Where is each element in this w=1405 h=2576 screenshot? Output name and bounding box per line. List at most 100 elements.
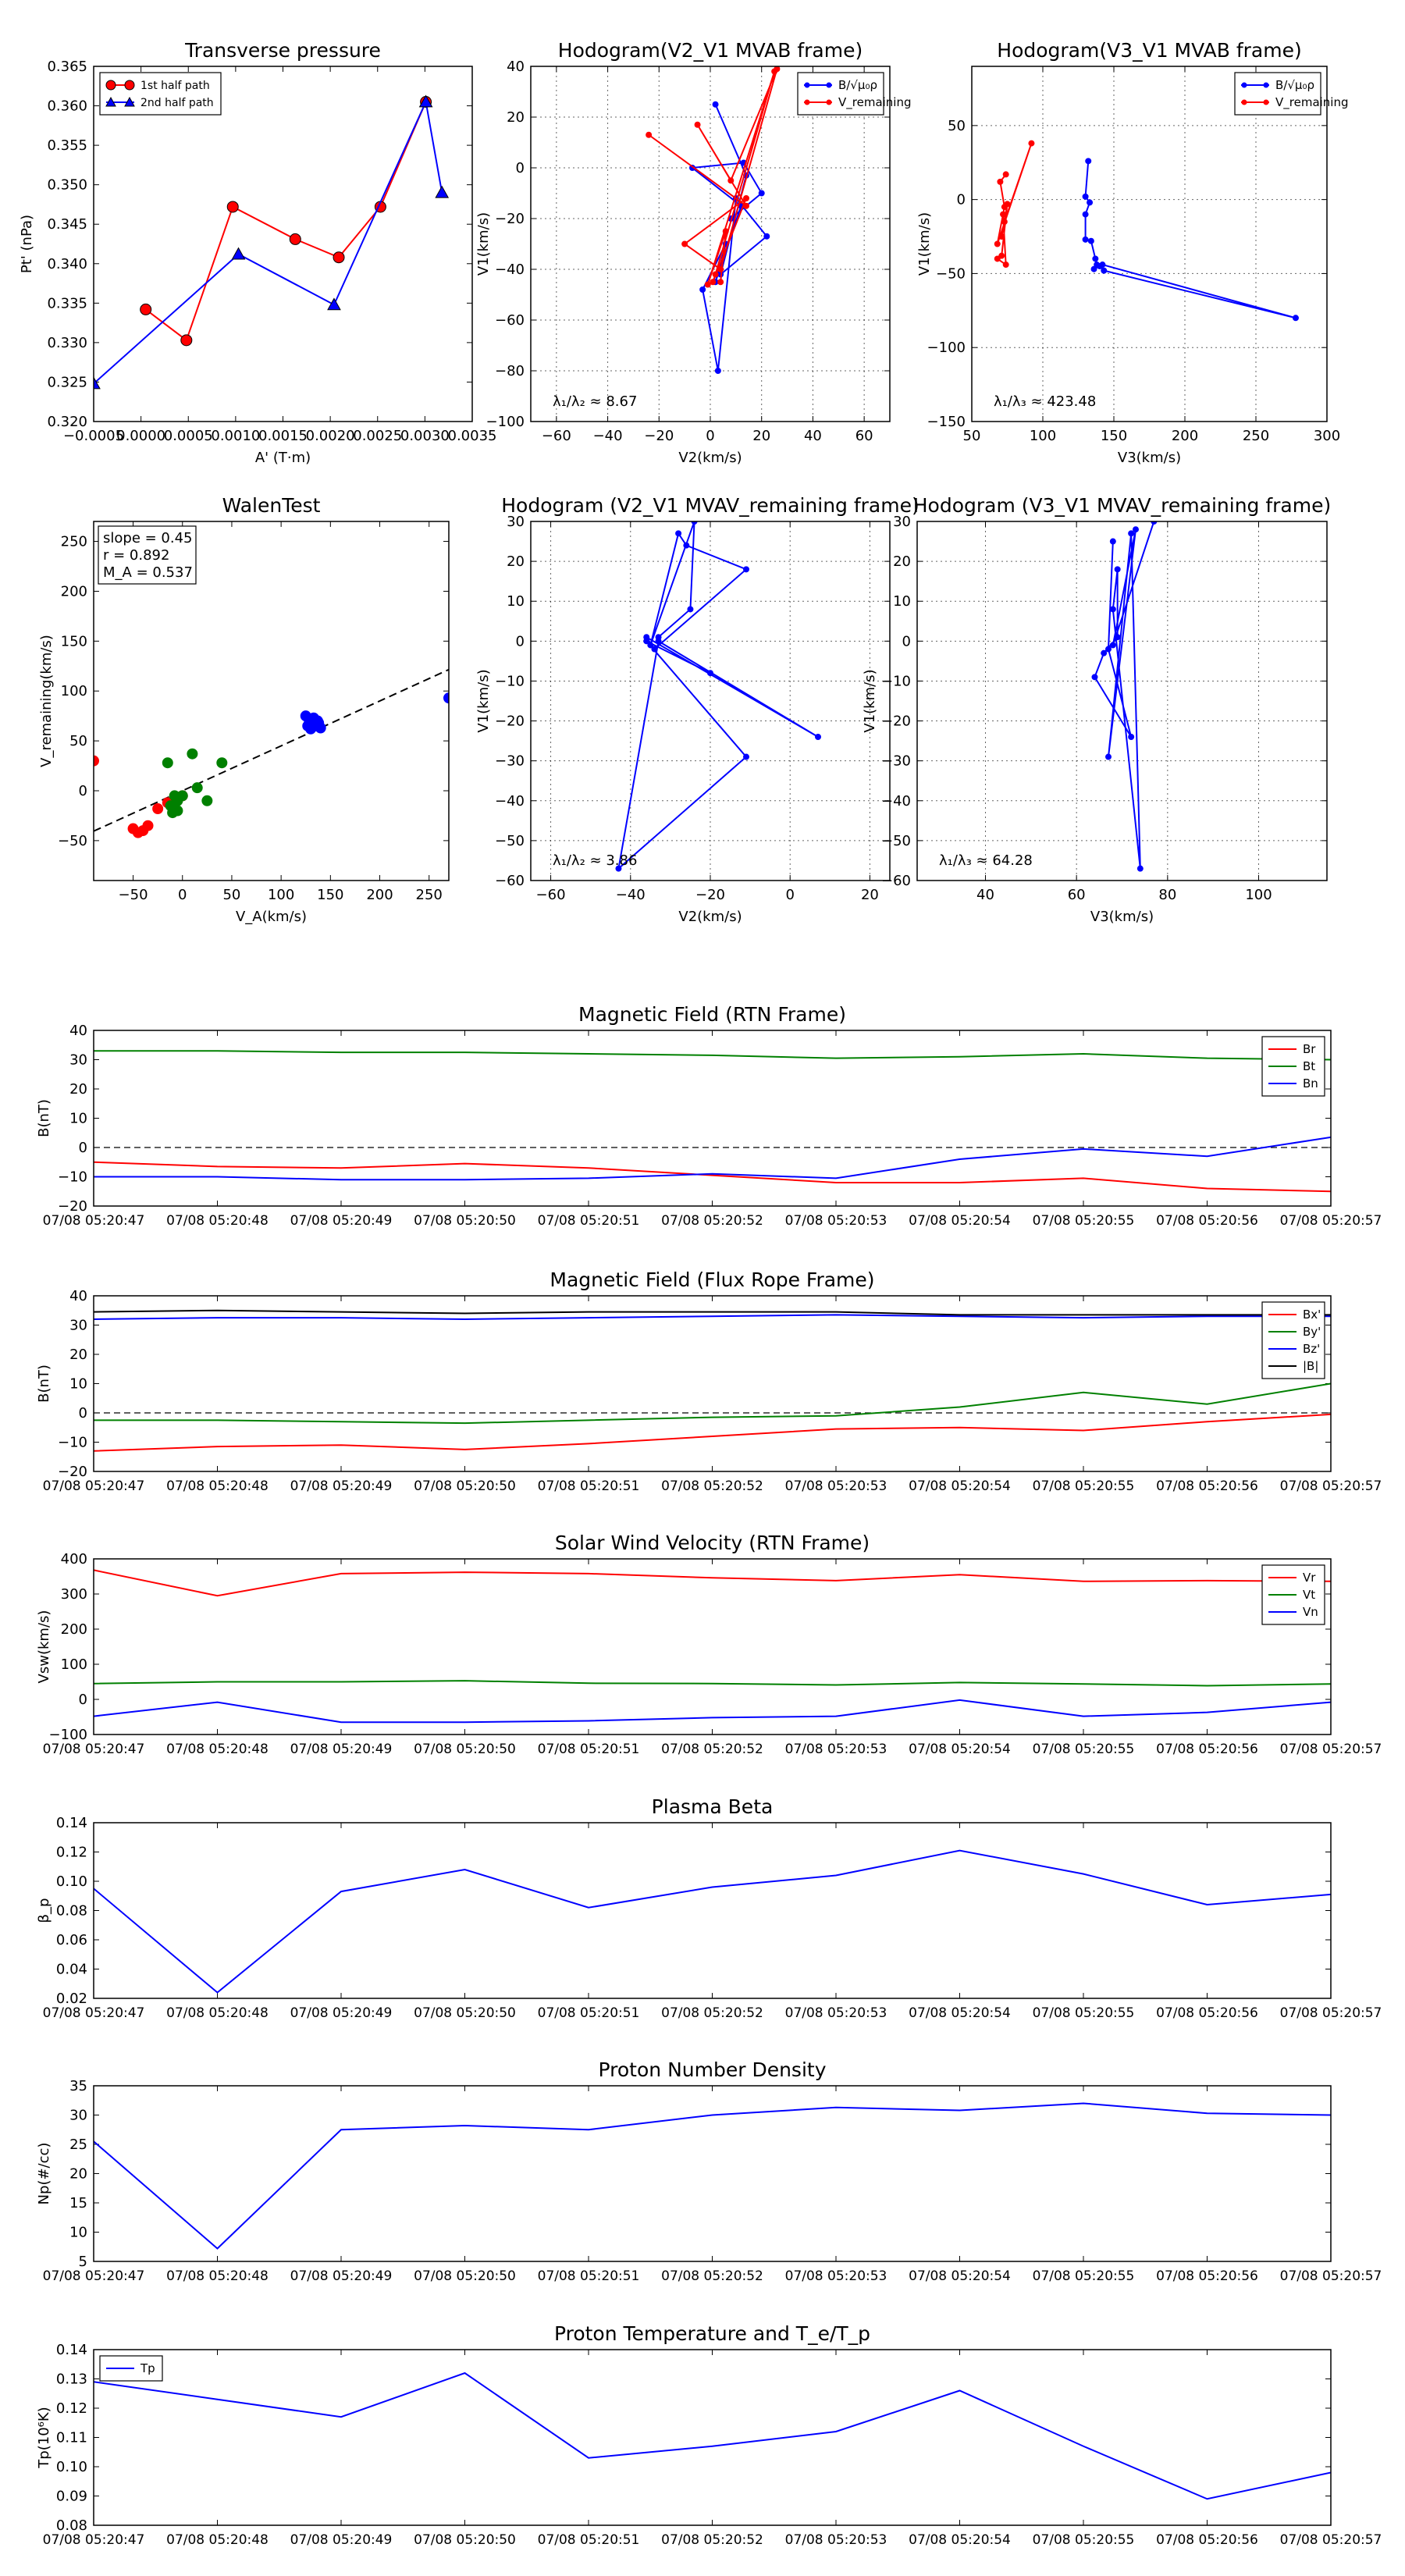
y-tick-label: 40 bbox=[507, 59, 525, 75]
data-point bbox=[1136, 865, 1144, 872]
axes-frame bbox=[93, 2349, 1332, 2526]
x-axis-label: V3(km/s) bbox=[1118, 450, 1181, 466]
plot-area bbox=[94, 2371, 1331, 2500]
data-point bbox=[707, 670, 713, 677]
legend: Bx' By' Bz' |B| bbox=[1261, 1301, 1325, 1379]
y-axis-label: V1(km/s) bbox=[475, 212, 492, 276]
y-tick-label: 30 bbox=[69, 2108, 87, 2124]
x-tick-label: 07/08 05:20:49 bbox=[290, 2532, 393, 2548]
data-point bbox=[176, 790, 188, 802]
y-tick-label: 0 bbox=[516, 633, 525, 649]
y-tick-label: −50 bbox=[495, 833, 525, 849]
data-point bbox=[712, 271, 719, 278]
legend: Tp bbox=[99, 2355, 163, 2382]
x-tick-label: 07/08 05:20:57 bbox=[1280, 2532, 1382, 2548]
x-axis-label: V3(km/s) bbox=[1090, 909, 1154, 925]
data-point bbox=[216, 757, 228, 769]
legend-label: Bt bbox=[1303, 1059, 1315, 1073]
x-tick-label: 07/08 05:20:50 bbox=[414, 1742, 516, 1757]
chart-beta: Plasma Beta 07/08 05:20:47 07/08 05:20:48 0… bbox=[36, 1795, 1382, 2021]
y-tick-label: −50 bbox=[58, 833, 87, 849]
legend-label: Bx' bbox=[1303, 1308, 1321, 1322]
chart-h3: Hodogram (V2_V1 MVAV_remaining frame) −60… bbox=[475, 494, 919, 925]
chart-title: Hodogram(V3_V1 MVAB frame) bbox=[997, 39, 1301, 62]
x-tick-label: 07/08 05:20:51 bbox=[538, 2268, 640, 2284]
ratio-annotation: λ₁/λ₃ ≈ 423.48 bbox=[994, 393, 1096, 410]
axes-frame bbox=[93, 1295, 1332, 1472]
y-tick-label: 30 bbox=[893, 514, 911, 530]
data-point bbox=[1004, 201, 1011, 208]
legend-marker bbox=[105, 80, 116, 91]
legend: 1st half path 2nd half path bbox=[99, 72, 222, 116]
legend-box bbox=[1234, 72, 1321, 116]
y-tick-label: 25 bbox=[69, 2137, 87, 2153]
data-point bbox=[717, 279, 724, 286]
y-tick-label: −10 bbox=[881, 673, 911, 689]
legend-marker bbox=[105, 96, 116, 107]
series-line-Bz bbox=[94, 1314, 1331, 1321]
y-tick-label: 35 bbox=[69, 2078, 87, 2094]
x-tick-label: 0.0030 bbox=[400, 428, 450, 444]
x-tick-label: 40 bbox=[804, 428, 822, 444]
x-tick-label: 100 bbox=[268, 887, 294, 903]
x-tick-label: 200 bbox=[366, 887, 393, 903]
y-tick-label: 150 bbox=[61, 633, 87, 649]
y-tick-label: 0 bbox=[957, 192, 966, 208]
x-tick-label: −60 bbox=[542, 428, 571, 444]
legend-label: |B| bbox=[1303, 1359, 1318, 1373]
x-tick-label: 07/08 05:20:47 bbox=[43, 1213, 145, 1229]
x-tick-label: 0.0025 bbox=[353, 428, 402, 444]
axes-frame bbox=[530, 521, 891, 881]
data-point bbox=[691, 521, 698, 525]
y-axis-label: Vsw(km/s) bbox=[36, 1610, 52, 1684]
chart-title: Proton Temperature and T_e/T_p bbox=[554, 2322, 870, 2345]
y-axis-label: Np(#/cc) bbox=[36, 2143, 52, 2205]
y-axis-label: V1(km/s) bbox=[862, 669, 878, 732]
axes-frame bbox=[971, 66, 1328, 422]
data-point bbox=[1101, 649, 1108, 656]
x-tick-label: 07/08 05:20:53 bbox=[785, 1478, 887, 1494]
y-tick-label: 200 bbox=[61, 583, 87, 600]
data-point bbox=[1085, 158, 1092, 165]
x-tick-label: 200 bbox=[1172, 428, 1198, 444]
data-point bbox=[187, 748, 198, 760]
data-point bbox=[743, 202, 749, 209]
x-tick-label: 50 bbox=[222, 887, 240, 903]
x-tick-label: 0.0015 bbox=[258, 428, 308, 444]
y-tick-label: 0.09 bbox=[56, 2489, 87, 2505]
data-point bbox=[758, 190, 765, 197]
data-point bbox=[717, 266, 724, 272]
y-tick-label: 0.345 bbox=[47, 216, 87, 233]
y-axis-label: V1(km/s) bbox=[916, 212, 933, 276]
series-line-B bbox=[94, 1309, 1331, 1316]
plot-area bbox=[646, 66, 781, 374]
series-line-V bbox=[1094, 521, 1155, 869]
y-tick-label: 0.02 bbox=[56, 1991, 87, 2007]
chart-title: Magnetic Field (Flux Rope Frame) bbox=[550, 1268, 874, 1291]
data-point bbox=[1292, 315, 1299, 322]
chart-pt: Transverse pressure−0.00050.00000.00050.… bbox=[19, 39, 496, 466]
legend: Br Bt Bn bbox=[1261, 1036, 1325, 1097]
data-point bbox=[743, 753, 749, 760]
data-point bbox=[1092, 255, 1099, 262]
plot-area bbox=[994, 140, 1299, 322]
series-line-V bbox=[617, 521, 819, 871]
y-tick-label: 5 bbox=[79, 2254, 87, 2270]
data-point bbox=[694, 121, 701, 128]
legend-marker bbox=[1263, 82, 1269, 88]
chart-title: Solar Wind Velocity (RTN Frame) bbox=[555, 1532, 870, 1554]
series-line-Bn bbox=[94, 1136, 1331, 1181]
data-point bbox=[699, 286, 706, 293]
y-tick-label: 20 bbox=[507, 109, 525, 126]
data-point bbox=[180, 334, 193, 347]
x-tick-label: 07/08 05:20:54 bbox=[909, 2532, 1011, 2548]
x-tick-label: 0 bbox=[706, 428, 714, 444]
legend-label: V_remaining bbox=[838, 95, 912, 110]
data-point bbox=[727, 177, 735, 184]
data-point bbox=[1128, 530, 1135, 537]
x-tick-label: 07/08 05:20:48 bbox=[166, 1478, 269, 1494]
y-tick-label: −10 bbox=[58, 1169, 87, 1186]
x-tick-label: 0.0005 bbox=[164, 428, 213, 444]
info-line: M_A = 0.537 bbox=[103, 564, 193, 581]
y-tick-label: −100 bbox=[927, 340, 966, 356]
